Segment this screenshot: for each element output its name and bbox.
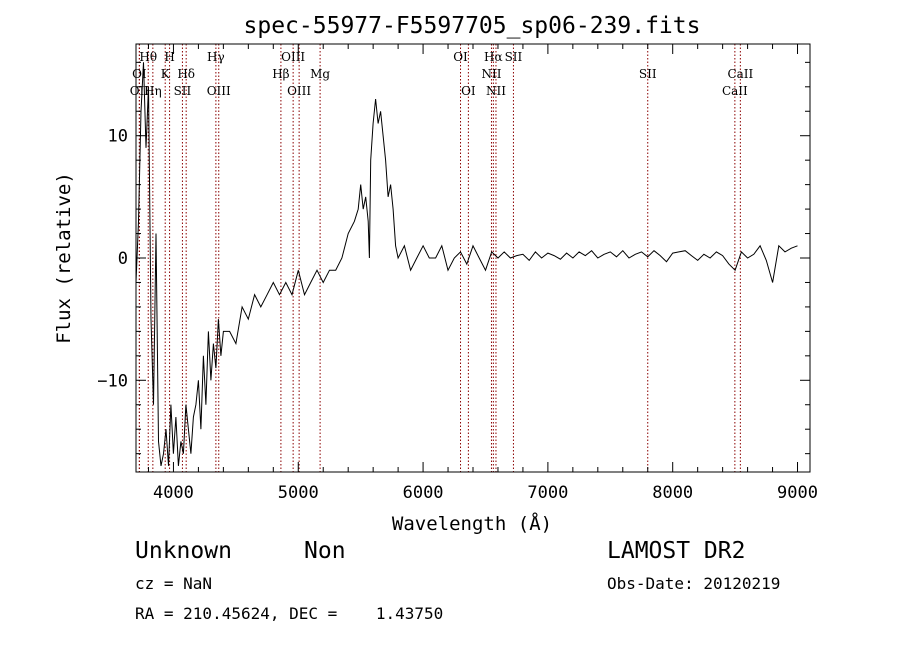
x-axis-label: Wavelength (Å) bbox=[392, 512, 552, 535]
chart-title: spec-55977-F5597705_sp06-239.fits bbox=[244, 13, 701, 39]
x-axis-ticks bbox=[147, 44, 799, 472]
line-label: CaII bbox=[722, 84, 748, 98]
x-tick-label: 7000 bbox=[527, 483, 568, 503]
line-label: Hθ bbox=[139, 50, 157, 64]
object-subclass: Non bbox=[304, 538, 346, 564]
line-label: Hγ bbox=[207, 50, 225, 64]
observation-date: Obs-Date: 20120219 bbox=[607, 574, 781, 593]
line-label: OIII bbox=[207, 84, 231, 98]
coordinates-readout: RA = 210.45624, DEC = 1.43750 bbox=[135, 604, 444, 623]
line-label: Hη bbox=[144, 84, 162, 98]
plot-frame bbox=[135, 43, 811, 473]
line-label: Hα bbox=[484, 50, 503, 64]
survey-name: LAMOST DR2 bbox=[607, 538, 746, 564]
line-label: OI bbox=[132, 67, 147, 81]
y-axis-label: Flux (relative) bbox=[53, 172, 75, 344]
y-tick-label: 0 bbox=[118, 249, 128, 269]
line-label: Hδ bbox=[177, 67, 195, 81]
redshift-readout: cz = NaN bbox=[135, 574, 213, 593]
spectrum-chart: spec-55977-F5597705_sp06-239.fits Hθ OI OI… bbox=[53, 13, 818, 535]
line-label: OI bbox=[461, 84, 476, 98]
x-tick-labels: 4000 5000 6000 7000 8000 9000 bbox=[153, 483, 818, 503]
y-axis-ticks bbox=[136, 61, 810, 455]
line-label: NII bbox=[486, 84, 506, 98]
y-tick-labels: −10 0 10 bbox=[97, 127, 128, 392]
line-label: Mg bbox=[310, 67, 330, 81]
object-class: Unknown bbox=[135, 538, 232, 564]
line-markers bbox=[138, 44, 741, 472]
line-label: NII bbox=[481, 67, 501, 81]
line-label: OIII bbox=[287, 84, 311, 98]
line-label: SII bbox=[639, 67, 657, 81]
y-tick-label: 10 bbox=[108, 127, 128, 147]
line-label: H bbox=[164, 50, 174, 64]
line-label: CaII bbox=[727, 67, 753, 81]
line-label: OI bbox=[453, 50, 468, 64]
x-tick-label: 4000 bbox=[153, 483, 194, 503]
line-label: SII bbox=[174, 84, 192, 98]
line-label: OIII bbox=[281, 50, 305, 64]
x-tick-label: 8000 bbox=[652, 483, 693, 503]
x-tick-label: 5000 bbox=[278, 483, 319, 503]
line-label: SII bbox=[505, 50, 523, 64]
x-tick-label: 6000 bbox=[403, 483, 444, 503]
y-tick-label: −10 bbox=[97, 371, 128, 391]
x-tick-label: 9000 bbox=[777, 483, 818, 503]
spectrum-line bbox=[135, 62, 798, 467]
line-label: Hβ bbox=[272, 67, 289, 81]
line-label: K bbox=[161, 67, 171, 81]
